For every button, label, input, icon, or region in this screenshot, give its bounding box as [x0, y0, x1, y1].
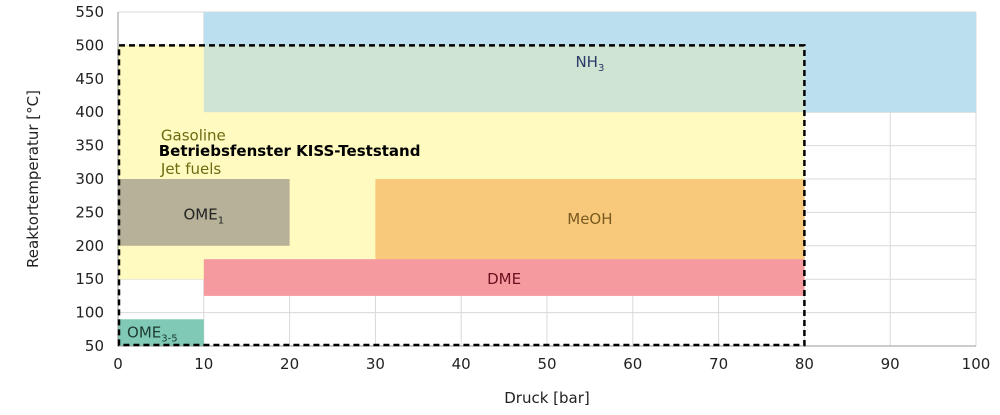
- y-tick-label: 500: [75, 36, 104, 54]
- region-label-nh3: NH3: [575, 53, 604, 74]
- x-tick-label: 0: [113, 355, 123, 373]
- region-label-jetfuels: Jet fuels: [160, 160, 221, 178]
- y-tick-label: 200: [75, 237, 104, 255]
- region-overlap-nh3-gasoline: [203, 45, 805, 113]
- y-tick-label: 100: [75, 304, 104, 322]
- y-tick-label: 450: [75, 70, 104, 88]
- y-axis-title: Reaktortemperatur [°C]: [24, 90, 42, 268]
- y-tick-label: 150: [75, 270, 104, 288]
- tick-labels: 0 10 20 30 40 50 60 70 80 90 100 50 100 150 200 250 300 3…: [75, 3, 990, 373]
- x-tick-label: 90: [881, 355, 900, 373]
- region-dme: [203, 259, 805, 296]
- plot-frame: [117, 12, 976, 347]
- region-ome3-5: [118, 319, 204, 346]
- x-tick-label: 20: [280, 355, 299, 373]
- x-axis-title: Druck [bar]: [504, 389, 590, 407]
- y-tick-label: 400: [75, 103, 104, 121]
- y-tick-label: 300: [75, 170, 104, 188]
- region-label-gasoline: Gasoline: [161, 127, 226, 145]
- operating-window-label: Betriebsfenster KISS-Teststand: [159, 142, 421, 160]
- region-meoh: [375, 179, 805, 263]
- region-label-meoh: MeOH: [567, 210, 612, 228]
- operating-window-box: [117, 44, 806, 347]
- y-tick-label: 250: [75, 203, 104, 221]
- x-tick-label: 50: [537, 355, 556, 373]
- y-tick-label: 550: [75, 3, 104, 21]
- x-tick-label: 30: [366, 355, 385, 373]
- x-tick-label: 100: [962, 355, 991, 373]
- region-label-ome35: OME3-5: [127, 324, 178, 345]
- x-tick-label: 10: [194, 355, 213, 373]
- x-tick-label: 80: [795, 355, 814, 373]
- region-labels: NH3 Gasoline Jet fuels OME1 MeOH DME OME3-5 Bet…: [127, 53, 613, 345]
- x-tick-label: 60: [623, 355, 642, 373]
- y-tick-label: 50: [85, 337, 104, 355]
- region-label-ome1: OME1: [183, 205, 224, 226]
- region-ome1: [118, 179, 290, 246]
- y-tick-label: 350: [75, 137, 104, 155]
- x-tick-label: 40: [452, 355, 471, 373]
- x-tick-label: 70: [709, 355, 728, 373]
- region-label-dme: DME: [487, 270, 521, 288]
- regions: [118, 12, 977, 346]
